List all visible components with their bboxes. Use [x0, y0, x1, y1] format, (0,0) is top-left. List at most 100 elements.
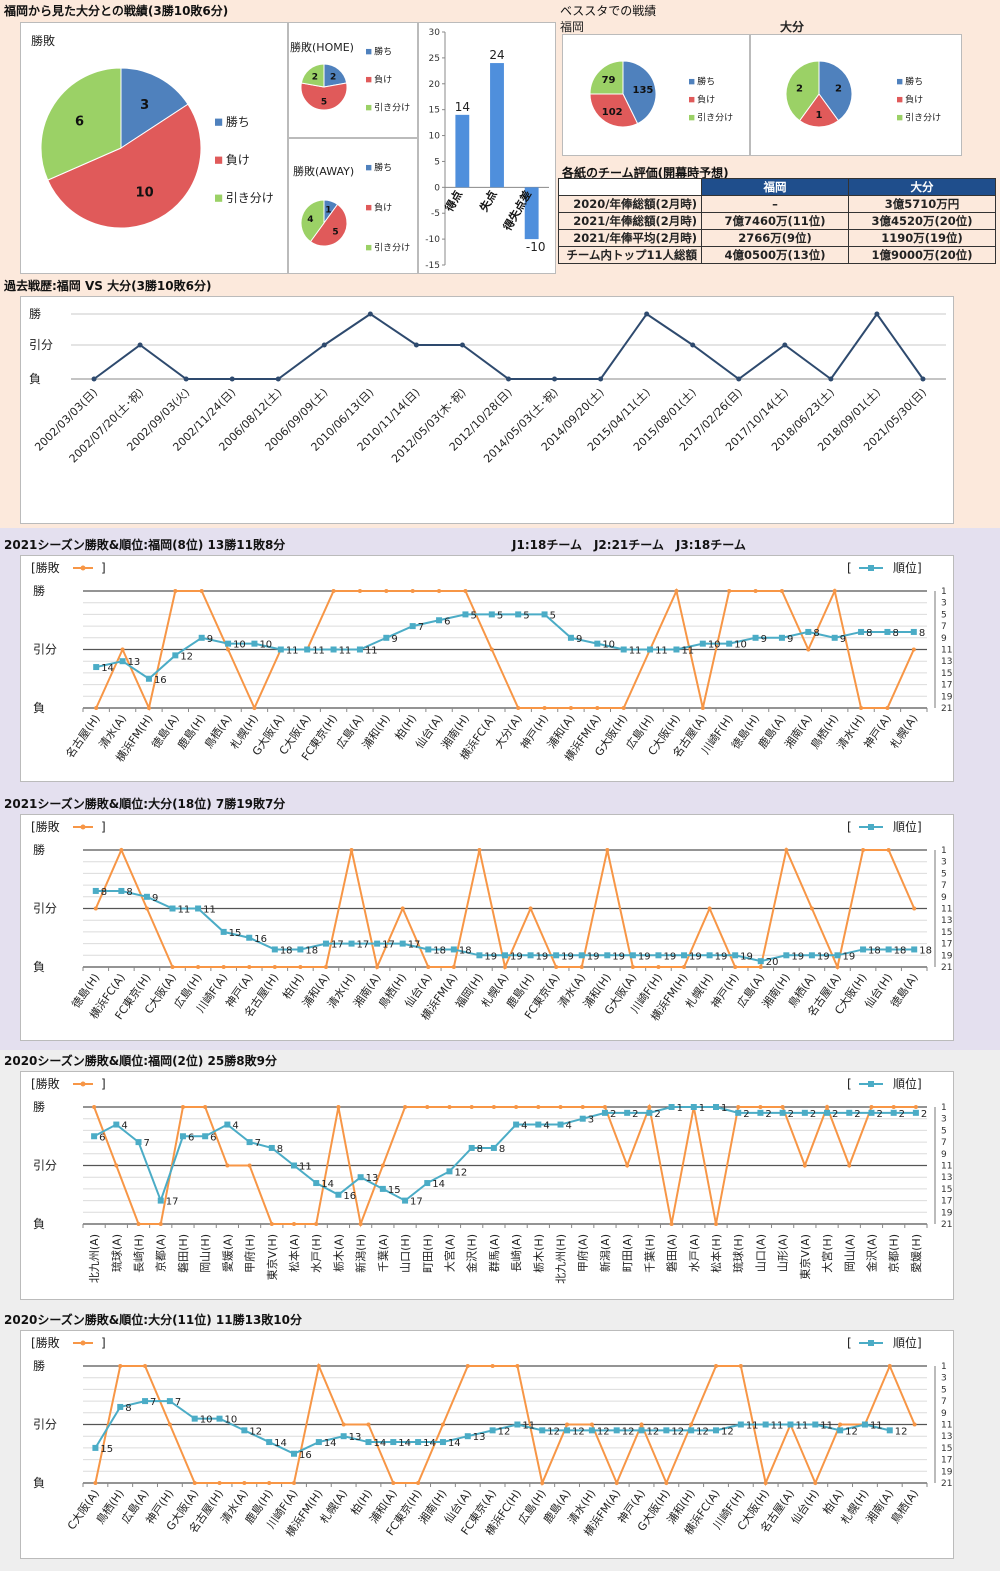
opponent-label: 松本(H) [709, 1234, 723, 1273]
result-point [93, 906, 98, 911]
rank-tick-label: 15 [941, 1444, 952, 1454]
rank-point [604, 952, 611, 959]
result-legend-bracket: ] [101, 1336, 106, 1350]
result-point [664, 1481, 669, 1485]
rank-point [578, 952, 585, 959]
result-point [400, 906, 405, 911]
result-point [252, 706, 257, 710]
result-point [477, 848, 482, 852]
evaluation-header-fukuoka: 福岡 [701, 178, 849, 196]
result-point [621, 706, 626, 710]
rank-point [910, 628, 917, 635]
result-point [92, 1105, 97, 1109]
history-point [137, 342, 143, 348]
rank-point [91, 1133, 98, 1140]
rank-point [241, 1427, 248, 1434]
legend-swatch [689, 96, 695, 103]
result-point [733, 965, 738, 969]
result-point [912, 1422, 917, 1427]
rank-value-label: 9 [152, 893, 158, 904]
rank-point [340, 1433, 347, 1440]
pie-value-label: 5 [332, 228, 338, 238]
result-point [242, 1481, 247, 1485]
league-note: J1:18チーム J2:21チーム J3:18チーム [512, 538, 746, 552]
rank-tick-label: 21 [941, 963, 952, 973]
rank-value-label: 8 [866, 628, 872, 639]
rank-tick-label: 19 [941, 951, 953, 961]
history-point [920, 376, 926, 382]
rank-tick-label: 5 [941, 1385, 947, 1395]
opponent-label: 山口(H) [399, 1234, 412, 1273]
opponent-label: 柏(H) [392, 712, 419, 743]
rank-point [202, 1133, 209, 1140]
rank-point [198, 634, 205, 641]
result-point [451, 965, 456, 969]
rank-tick-label: 5 [941, 1126, 947, 1136]
rank-value-label: 5 [470, 610, 476, 621]
rank-point [119, 658, 126, 665]
rank-point [489, 1427, 496, 1434]
opponent-label: 金沢(H) [465, 1234, 479, 1273]
legend-swatch [366, 48, 372, 55]
pie-slice [323, 63, 348, 88]
result-point [568, 706, 573, 710]
rank-tick-label: 17 [941, 1197, 952, 1207]
rank-value-label: 19 [536, 951, 549, 962]
legend-label: 引き分け [905, 113, 941, 124]
result-point [170, 965, 175, 969]
rank-value-label: 13 [128, 657, 141, 668]
result-y-label: 負 [33, 960, 45, 974]
legend-label: 引き分け [226, 191, 274, 205]
evaluation-row-label: 2020/年俸総額(2月時) [558, 195, 702, 213]
rank-tick-label: 19 [941, 1467, 953, 1477]
history-point [828, 376, 834, 382]
result-point [614, 1481, 619, 1485]
rank-value-label: 4 [521, 1121, 527, 1132]
rank-value-label: 19 [740, 951, 753, 962]
result-point [763, 1481, 768, 1485]
result-point [380, 1163, 385, 1168]
rank-legend-marker [868, 1340, 874, 1346]
rank-tick-label: 13 [941, 657, 952, 667]
rank-value-label: 10 [734, 640, 747, 651]
rank-point [490, 1144, 497, 1151]
rank-point [374, 940, 381, 947]
rank-value-label: 19 [663, 951, 676, 962]
rank-point [179, 1133, 186, 1140]
rank-value-label: 2 [832, 1109, 838, 1120]
rank-point [462, 611, 469, 618]
rank-point [787, 1421, 794, 1428]
rank-point [884, 628, 891, 635]
evaluation-cell: 3億4520万(20位) [848, 212, 996, 230]
rank-tick-label: 17 [941, 1456, 952, 1466]
opponent-label: 千葉(A) [376, 1234, 390, 1272]
season-panel: 1 3 5 7 9 11 13 15 17 19 21 勝引分負 [勝敗][順位] 6 4 7 17 6 6 4 7 8 1… [20, 1071, 954, 1300]
history-point [413, 342, 419, 348]
rank-point [191, 1415, 198, 1422]
result-point [515, 1364, 520, 1368]
result-point [656, 965, 661, 969]
result-point [825, 1105, 830, 1109]
pie-value-label: 2 [312, 72, 318, 82]
result-point [203, 1105, 208, 1109]
season-panel: 1 3 5 7 9 11 13 15 17 19 21 勝引分負 [勝敗][順位] 8 8 9 11 11 15 16… [20, 814, 954, 1041]
legend-swatch [689, 78, 695, 85]
result-point [465, 1364, 470, 1368]
rank-tick-label: 7 [941, 1397, 947, 1407]
result-y-label: 勝 [33, 1099, 45, 1114]
result-point [565, 1422, 570, 1427]
rank-value-label: 12 [454, 1167, 467, 1178]
result-point [861, 848, 866, 852]
result-point [426, 965, 431, 969]
goals-panel: 30 25 20 15 10 5 0 -5 -10 -15 14 得点 24 失点 -10 得失点差 [418, 22, 556, 274]
rank-value-label: 10 [200, 1415, 213, 1426]
rank-value-label: 2 [765, 1109, 771, 1120]
rank-tick-label: 3 [941, 1374, 947, 1384]
rank-value-label: 7 [255, 1138, 261, 1149]
rank-point [142, 1398, 149, 1405]
y-tick-label: -10 [425, 235, 440, 245]
evaluation-row-label: 2021/年俸総額(2月時) [558, 212, 702, 230]
rank-point [143, 893, 150, 900]
